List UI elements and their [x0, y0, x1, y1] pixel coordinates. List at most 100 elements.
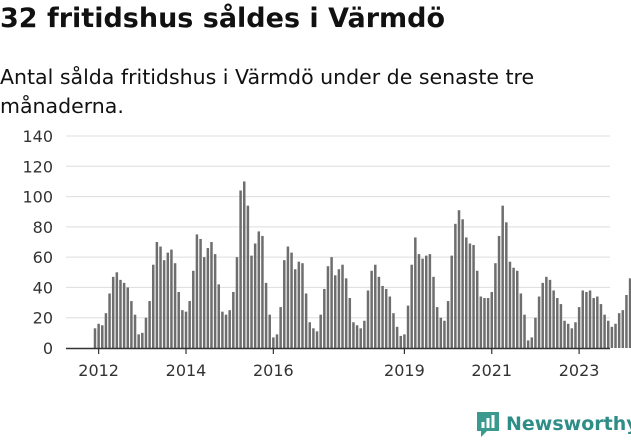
- bar: [326, 266, 330, 348]
- y-tick-label: 120: [22, 157, 53, 176]
- bar: [221, 311, 224, 348]
- bar: [363, 320, 366, 348]
- bar: [566, 323, 570, 348]
- bar: [228, 310, 231, 348]
- bar: [242, 181, 246, 348]
- bar: [239, 190, 242, 348]
- bars: [93, 181, 631, 348]
- bar: [468, 243, 472, 348]
- bar: [505, 222, 508, 348]
- bar: [206, 248, 210, 348]
- bar: [628, 278, 631, 348]
- y-axis-labels: 0 20 40 60 80 100 120 140: [22, 127, 53, 358]
- bar: [348, 298, 352, 348]
- brand-name: Newsworthy: [506, 413, 631, 435]
- bar: [101, 325, 104, 348]
- bar: [330, 257, 333, 348]
- bar: [475, 270, 479, 348]
- bar: [104, 313, 108, 348]
- bar: [374, 264, 377, 348]
- bar: [290, 252, 293, 348]
- bar: [508, 261, 512, 348]
- bar: [250, 255, 253, 348]
- bar: [450, 255, 453, 348]
- bar: [559, 304, 563, 348]
- bar: [235, 257, 239, 348]
- bar: [599, 304, 603, 348]
- bar: [548, 279, 552, 348]
- bar: [603, 314, 606, 348]
- bar: [97, 323, 100, 348]
- bar: [461, 219, 464, 348]
- x-tick-label: 2021: [471, 361, 512, 380]
- bar: [224, 314, 228, 348]
- bar: [577, 307, 581, 348]
- bar: [403, 334, 406, 348]
- bar: [170, 249, 173, 348]
- bar: [384, 288, 388, 348]
- newsworthy-logo-icon: [477, 412, 499, 437]
- bar: [319, 314, 322, 348]
- bar: [144, 317, 148, 348]
- x-tick-label: 2019: [384, 361, 425, 380]
- bar: [395, 326, 399, 348]
- y-tick-label: 60: [33, 248, 53, 267]
- bar: [625, 295, 628, 348]
- x-tick-label: 2016: [253, 361, 294, 380]
- bar: [275, 334, 279, 348]
- bar: [312, 328, 315, 348]
- bar: [621, 310, 625, 348]
- bar: [315, 331, 319, 348]
- bar: [610, 326, 614, 348]
- bar: [162, 260, 166, 348]
- bar: [341, 264, 344, 348]
- bar: [585, 291, 588, 348]
- bar: [446, 301, 450, 348]
- bar: [253, 243, 257, 348]
- bar: [126, 287, 130, 348]
- bar: [108, 293, 111, 348]
- bar: [159, 246, 162, 348]
- bar: [570, 328, 574, 348]
- bar: [202, 257, 206, 348]
- bar: [381, 285, 384, 348]
- bar: [519, 293, 523, 348]
- bar: [217, 284, 221, 348]
- bar: [304, 293, 308, 348]
- bar: [333, 275, 337, 348]
- page-title: 32 fritidshus såldes i Värmdö: [0, 3, 446, 34]
- bar: [173, 263, 177, 348]
- bar: [472, 245, 475, 348]
- bar: [192, 270, 195, 348]
- bar: [199, 238, 202, 348]
- bar: [111, 276, 115, 348]
- bar: [93, 328, 97, 348]
- bar: [188, 301, 191, 348]
- bar: [526, 340, 530, 348]
- bar: [359, 328, 362, 348]
- bar: [264, 282, 268, 348]
- bar: [556, 298, 559, 348]
- bar: [141, 332, 144, 348]
- bar: [213, 254, 217, 348]
- bar: [257, 231, 261, 348]
- bar: [490, 291, 494, 348]
- bar: [377, 276, 381, 348]
- bar: [614, 323, 617, 348]
- bar: [272, 337, 275, 348]
- bar: [122, 282, 126, 348]
- bar: [421, 258, 424, 348]
- bar: [232, 291, 235, 348]
- bar: [370, 270, 373, 348]
- bar: [417, 254, 421, 348]
- bar: [177, 291, 180, 348]
- bar: [592, 298, 595, 348]
- bar: [352, 322, 355, 348]
- bar: [424, 255, 428, 348]
- bar: [392, 313, 395, 348]
- bar: [479, 296, 483, 348]
- y-tick-label: 20: [33, 309, 53, 328]
- bar: [428, 254, 432, 348]
- bar: [366, 290, 370, 348]
- x-tick-label: 2023: [559, 361, 600, 380]
